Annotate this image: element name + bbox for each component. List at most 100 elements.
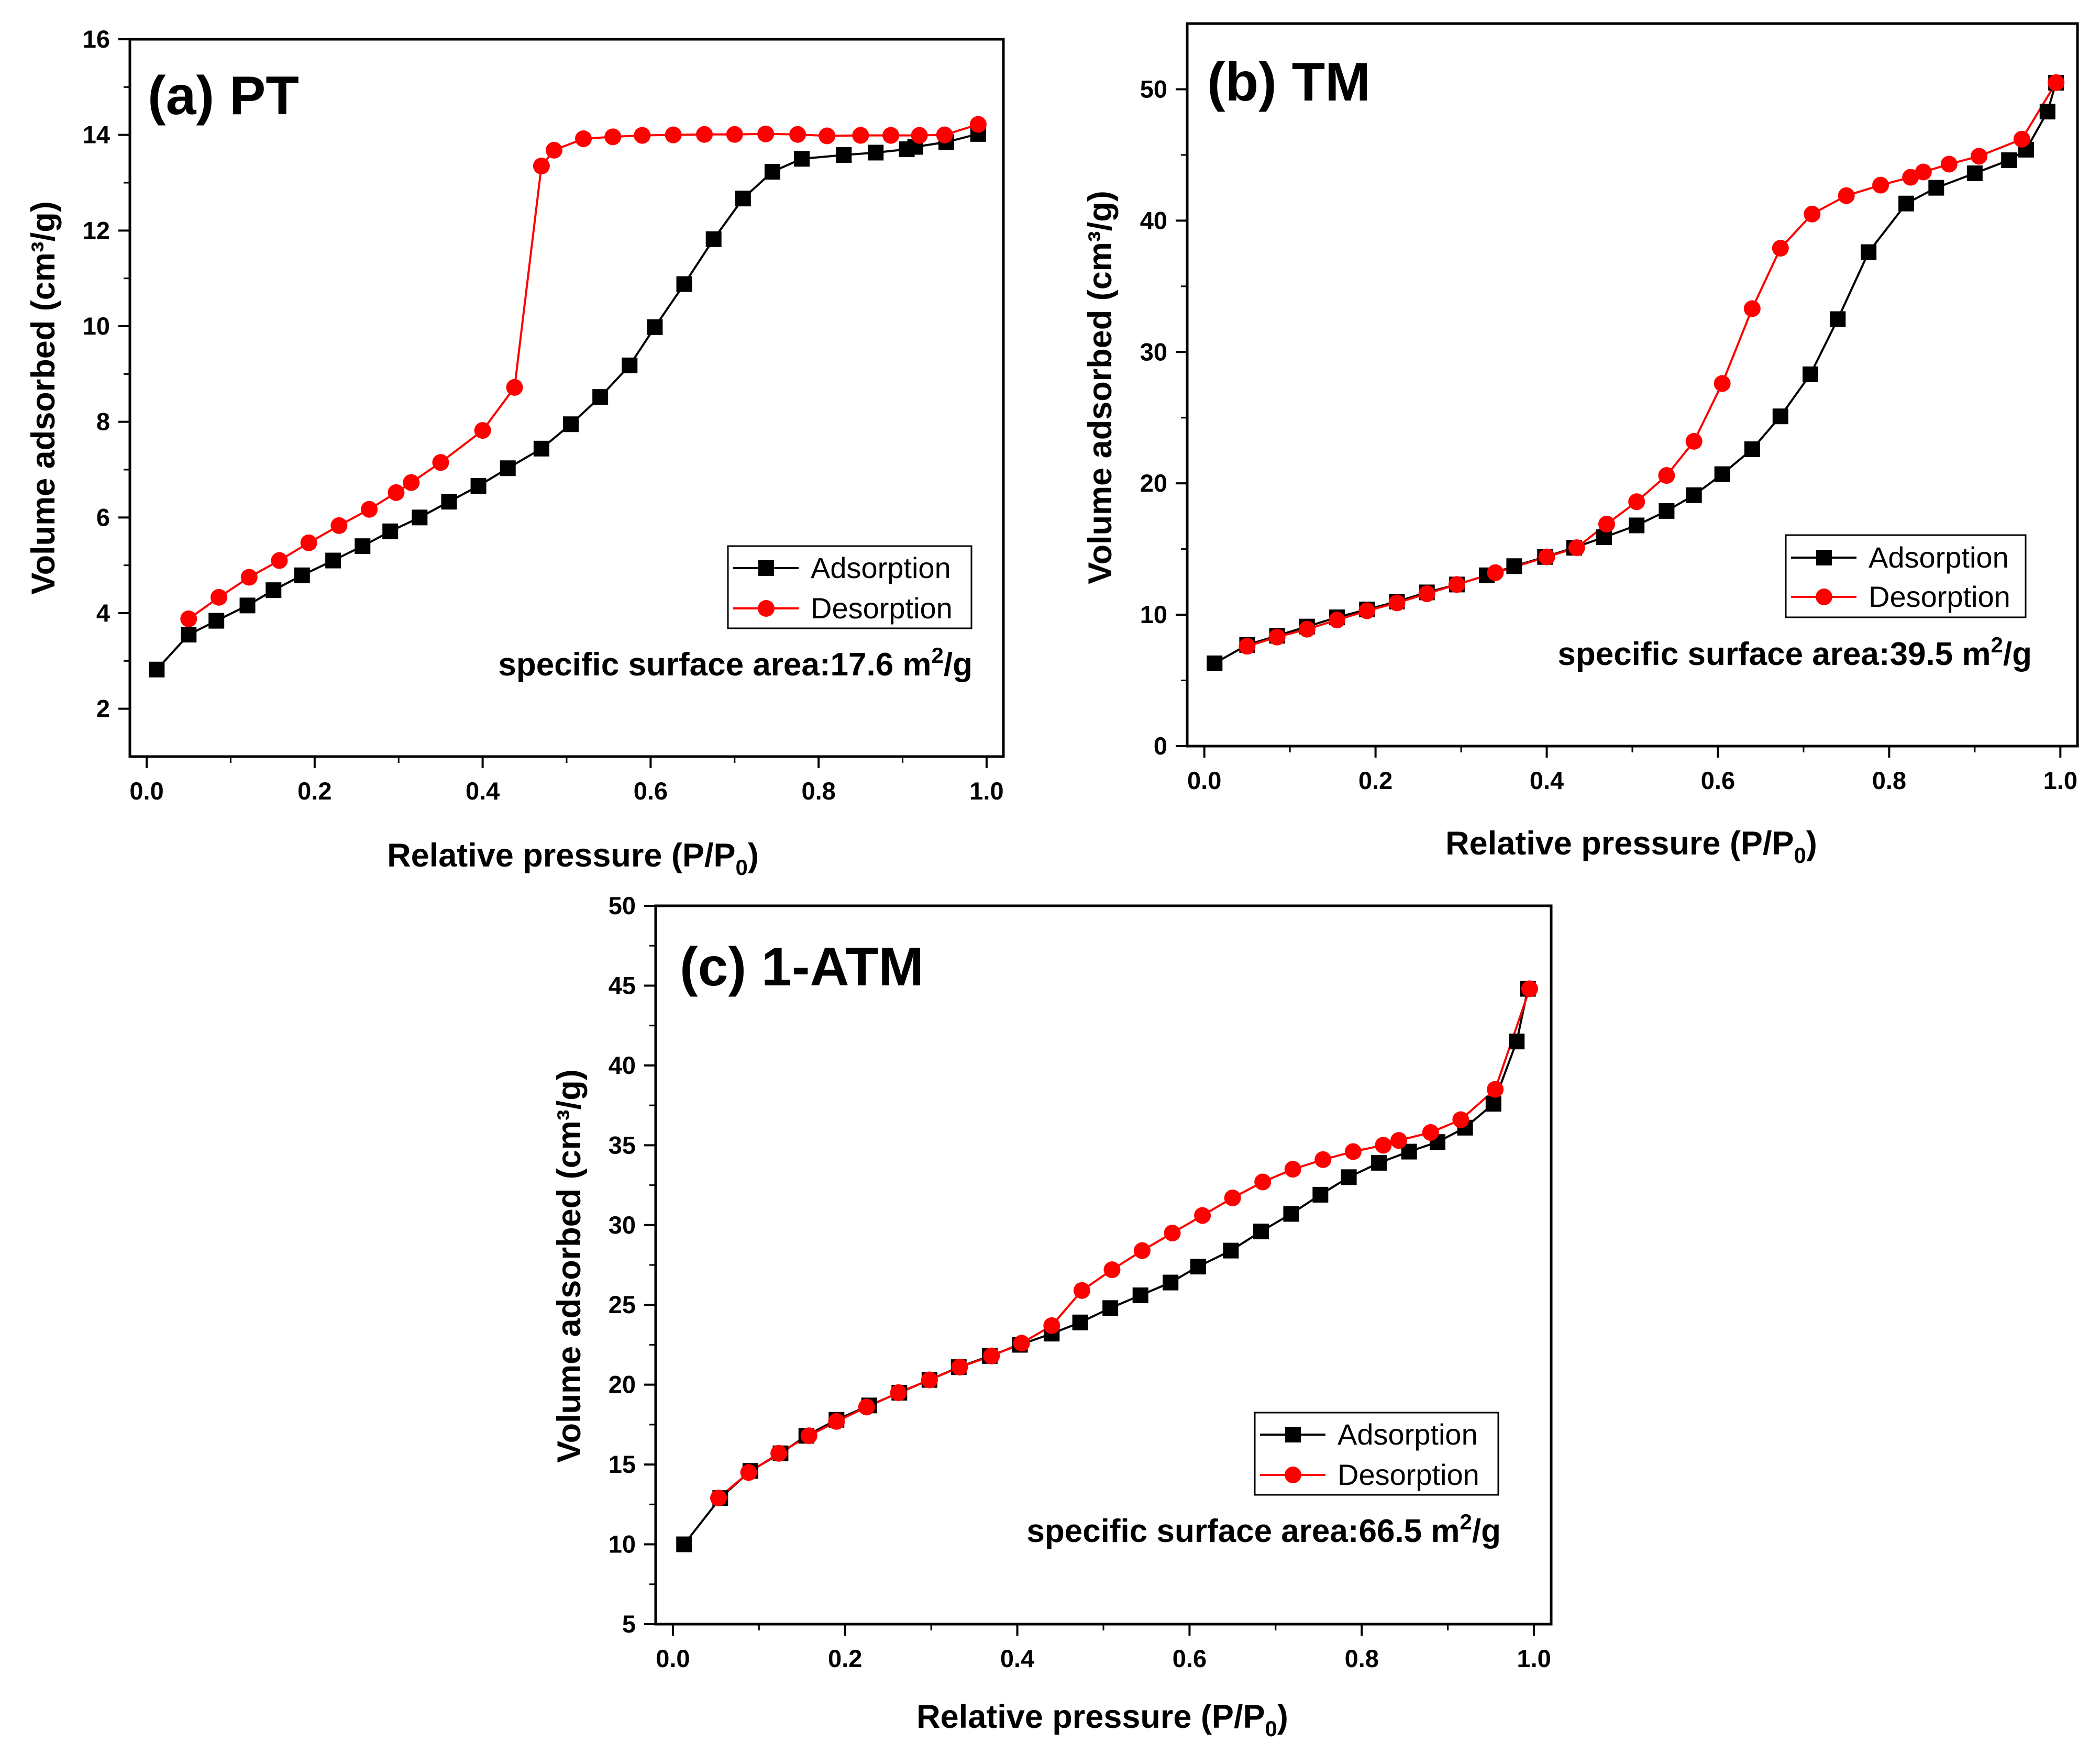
x-axis-title-main: Relative pressure (P/P <box>387 837 735 874</box>
desorption-point <box>1314 1151 1332 1168</box>
desorption-point <box>951 1359 968 1376</box>
desorption-point <box>1298 620 1316 638</box>
desorption-point <box>921 1371 938 1389</box>
adsorption-point <box>1163 1274 1179 1291</box>
adsorption-point <box>868 145 884 161</box>
x-tick-label: 1.0 <box>2043 767 2077 794</box>
x-axis-title-main: Relative pressure (P/P <box>1445 825 1794 862</box>
adsorption-point <box>1371 1154 1387 1171</box>
y-axis-title: Volume adsorbed (cm³/g) <box>551 1069 588 1462</box>
x-axis-title-main: Relative pressure (P/P <box>916 1699 1265 1735</box>
x-axis-title: Relative pressure (P/P0) <box>387 837 759 880</box>
desorption-point <box>1194 1207 1211 1224</box>
panel-title: (c) 1-ATM <box>680 937 924 997</box>
desorption-point <box>1103 1261 1121 1279</box>
adsorption-point <box>836 147 852 163</box>
desorption-point <box>1073 1282 1090 1299</box>
desorption-point <box>1329 612 1346 629</box>
desorption-point <box>1598 515 1615 532</box>
annotation-tail: /g <box>1472 1513 1501 1549</box>
desorption-point <box>2013 130 2030 148</box>
adsorption-point <box>1190 1259 1206 1275</box>
adsorption-point <box>705 231 722 247</box>
desorption-point <box>1743 300 1761 317</box>
adsorption-point <box>1861 244 1877 260</box>
desorption-point <box>388 484 405 501</box>
y-tick-labels: 2 4 6 8 10 12 14 16 <box>83 25 110 723</box>
x-tick-label: 0.2 <box>1358 767 1392 794</box>
legend-circle-marker <box>758 600 775 617</box>
y-tick-label: 10 <box>609 1530 636 1558</box>
legend-label: Desorption <box>1338 1458 1479 1491</box>
y-tick-label: 15 <box>609 1450 636 1478</box>
y-tick-label: 25 <box>609 1291 636 1318</box>
y-tick-label: 40 <box>609 1051 636 1079</box>
adsorption-point <box>412 509 428 526</box>
x-tick-label: 0.6 <box>1701 767 1735 794</box>
adsorption-point <box>647 319 663 335</box>
desorption-point <box>1388 594 1406 612</box>
desorption-point <box>1284 1161 1301 1178</box>
desorption-point <box>911 127 928 144</box>
adsorption-point <box>1966 165 1983 182</box>
y-tick-labels: 5 10 15 20 25 30 35 40 45 50 <box>609 892 636 1638</box>
annotation-sup: 2 <box>1460 1509 1472 1534</box>
desorption-point <box>1838 187 1855 204</box>
y-tick-label: 20 <box>1140 469 1167 497</box>
desorption-point <box>1224 1189 1241 1206</box>
y-tick-label: 2 <box>96 695 110 723</box>
desorption-point <box>634 127 651 144</box>
x-axis-title-sub: 0 <box>735 855 747 880</box>
desorption-point <box>1448 576 1465 593</box>
panel-a: (a) PT 0.0 0.2 0.4 0.6 0.8 1.0 2 4 6 8 10 12 14 16 R… <box>25 25 1005 880</box>
desorption-point <box>180 610 197 627</box>
y-axis-title: Volume adsorbed (cm³/g) <box>1082 191 1119 584</box>
desorption-point <box>969 116 987 133</box>
adsorption-point <box>1686 487 1702 503</box>
desorption-point <box>1804 205 1821 223</box>
adsorption-point <box>622 357 638 373</box>
adsorption-point <box>266 582 282 598</box>
adsorption-point <box>592 389 609 405</box>
desorption-point <box>1940 156 1958 173</box>
y-tick-label: 0 <box>1154 732 1167 760</box>
legend-square-marker <box>1285 1427 1301 1442</box>
legend-label: Adsorption <box>1869 541 2009 574</box>
y-tick-label: 14 <box>83 121 110 149</box>
x-tick-label: 0.2 <box>828 1645 862 1672</box>
adsorption-point <box>239 597 256 614</box>
desorption-point <box>1375 1137 1392 1154</box>
x-tick-label: 0.0 <box>1187 767 1221 794</box>
panel-c: (c) 1-ATM 0.0 0.2 0.4 0.6 0.8 1.0 51015202530… <box>551 892 1553 1741</box>
surface-area-annotation: specific surface area:66.5 m2/g <box>1026 1509 1501 1549</box>
desorption-point <box>361 501 378 518</box>
x-axis-title-sub: 0 <box>1794 843 1806 868</box>
x-tick-label: 0.2 <box>297 777 331 805</box>
y-tick-label: 4 <box>96 599 110 627</box>
desorption-point <box>882 127 900 144</box>
adsorption-point <box>676 1536 692 1552</box>
surface-area-annotation: specific surface area:17.6 m2/g <box>498 643 972 683</box>
desorption-point <box>1422 1124 1439 1141</box>
axis-ticks <box>1176 88 2062 758</box>
axis-ticks <box>118 38 988 768</box>
x-tick-label: 0.0 <box>656 1645 690 1672</box>
desorption-point <box>800 1427 817 1445</box>
adsorption-point <box>1102 1300 1119 1316</box>
adsorption-point <box>1341 1169 1357 1185</box>
adsorption-point <box>325 552 341 569</box>
desorption-point <box>1521 980 1538 997</box>
adsorption-point <box>294 567 310 583</box>
legend-label: Desorption <box>811 592 953 625</box>
adsorption-point <box>382 523 399 539</box>
desorption-point <box>545 141 562 159</box>
desorption-point <box>240 569 258 586</box>
y-tick-label: 45 <box>609 971 636 999</box>
x-tick-label: 0.6 <box>634 777 668 805</box>
desorption-point <box>1658 467 1675 484</box>
x-axis-title: Relative pressure (P/P0) <box>1445 825 1817 868</box>
y-tick-label: 16 <box>83 25 110 53</box>
desorption-point <box>604 128 622 146</box>
